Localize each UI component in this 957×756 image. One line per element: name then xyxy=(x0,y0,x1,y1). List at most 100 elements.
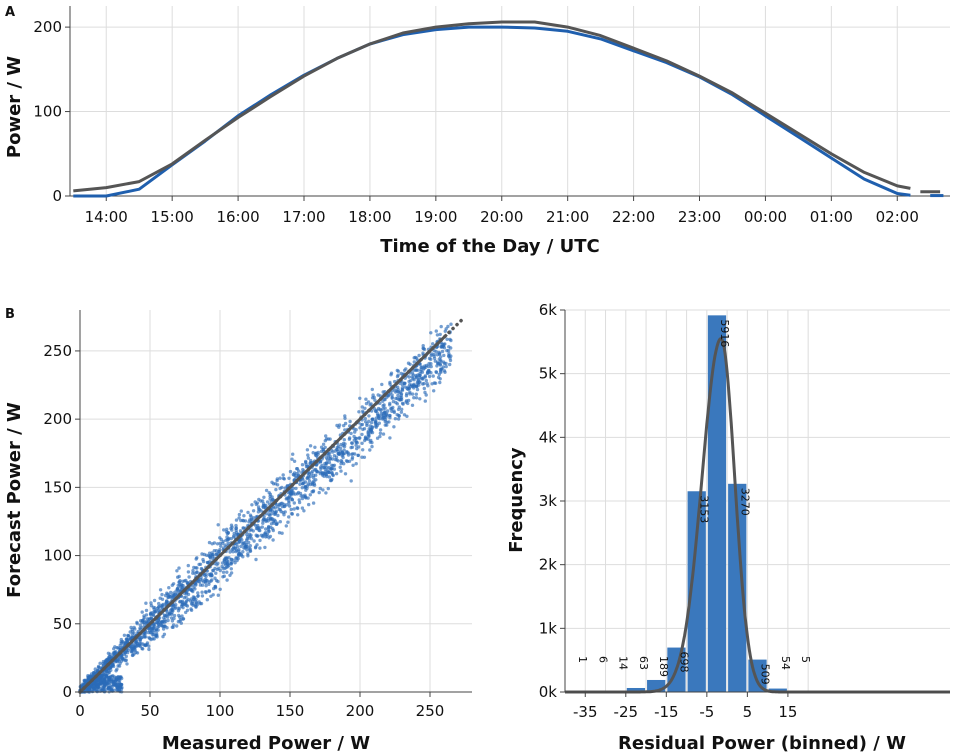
scatter-point xyxy=(331,464,335,468)
scatter-point xyxy=(145,641,150,645)
scatter-point xyxy=(205,560,210,565)
scatter-point xyxy=(439,355,443,359)
scatter-point xyxy=(258,546,262,550)
scatter-point xyxy=(395,413,399,417)
scatter-point xyxy=(192,585,196,589)
x-tick-label: -15 xyxy=(654,703,679,721)
scatter-point xyxy=(424,393,428,397)
histogram-bar xyxy=(687,491,706,692)
scatter-point xyxy=(217,566,221,570)
scatter-point xyxy=(151,612,155,617)
scatter-point xyxy=(227,556,231,560)
scatter-point xyxy=(399,397,404,402)
panel-label: A xyxy=(5,5,15,20)
scatter-point xyxy=(385,412,389,416)
scatter-point xyxy=(211,593,215,597)
bar-value-label: 54 xyxy=(779,656,792,670)
scatter-point xyxy=(324,463,328,467)
scatter-point xyxy=(244,542,249,547)
scatter-point xyxy=(313,468,317,472)
scatter-point xyxy=(260,499,265,503)
y-axis-title: Frequency xyxy=(506,447,527,553)
scatter-point xyxy=(125,650,130,655)
scatter-point xyxy=(175,569,179,573)
histogram-bar xyxy=(768,688,787,692)
scatter-point xyxy=(220,561,225,565)
scatter-point xyxy=(291,472,295,477)
scatter-point xyxy=(332,467,337,471)
scatter-point xyxy=(235,545,240,549)
scatter-point xyxy=(117,664,122,668)
scatter-point xyxy=(239,544,243,549)
scatter-point xyxy=(288,490,292,494)
scatter-point xyxy=(435,333,440,337)
scatter-point xyxy=(415,380,420,385)
scatter-point xyxy=(325,466,329,470)
scatter-point xyxy=(303,493,307,497)
scatter-point xyxy=(288,469,293,474)
x-tick-label: -25 xyxy=(614,703,639,721)
scatter-point xyxy=(271,527,275,531)
scatter-point xyxy=(248,513,253,517)
scatter-point xyxy=(330,471,334,475)
scatter-point xyxy=(160,592,164,597)
scatter-point xyxy=(265,500,270,504)
scatter-point xyxy=(367,433,371,438)
scatter-point xyxy=(374,416,378,420)
scatter-point xyxy=(97,676,101,680)
scatter-point xyxy=(330,457,335,461)
scatter-point xyxy=(236,556,240,561)
scatter-point xyxy=(343,421,348,426)
scatter-point xyxy=(373,398,377,402)
scatter-point xyxy=(161,634,165,639)
scatter-point xyxy=(182,602,187,606)
scatter-point xyxy=(326,486,330,491)
scatter-point xyxy=(117,683,121,687)
scatter-point xyxy=(444,364,448,369)
scatter-point xyxy=(343,428,347,432)
scatter-point xyxy=(132,652,136,656)
scatter-point xyxy=(321,442,326,446)
scatter-point xyxy=(211,568,216,573)
bar-value-label: 5916 xyxy=(718,319,731,347)
scatter-point xyxy=(360,405,364,409)
scatter-point xyxy=(308,493,312,497)
scatter-point xyxy=(364,401,369,406)
scatter-point xyxy=(181,617,186,621)
scatter-point xyxy=(117,659,121,663)
scatter-point xyxy=(262,532,267,536)
scatter-point xyxy=(267,524,271,529)
scatter-point xyxy=(296,506,300,511)
scatter-point xyxy=(335,447,339,451)
scatter-point xyxy=(300,506,305,510)
scatter-point xyxy=(178,619,182,623)
scatter-point xyxy=(152,637,156,641)
scatter-point xyxy=(381,404,385,408)
scatter-point xyxy=(403,381,407,385)
scatter-point xyxy=(444,327,448,331)
scatter-point xyxy=(387,414,392,418)
scatter-point xyxy=(360,441,364,445)
scatter-point xyxy=(419,365,423,369)
y-tick-label: 100 xyxy=(43,547,72,565)
scatter-point xyxy=(213,576,217,580)
scatter-point xyxy=(219,544,223,548)
scatter-point xyxy=(92,684,97,688)
scatter-point xyxy=(159,622,163,626)
scatter-point xyxy=(357,410,361,414)
bar-value-label: 189 xyxy=(657,656,670,677)
scatter-point xyxy=(278,486,282,491)
scatter-point xyxy=(432,356,437,361)
scatter-point xyxy=(421,344,425,348)
scatter-point xyxy=(392,425,396,429)
scatter-point xyxy=(313,445,317,449)
x-tick-label: 5 xyxy=(743,703,753,721)
scatter-point xyxy=(336,459,340,463)
scatter-point xyxy=(138,623,142,627)
scatter-point xyxy=(215,563,219,567)
scatter-point xyxy=(149,601,153,605)
scatter-point xyxy=(151,632,156,636)
scatter-point xyxy=(425,382,429,386)
scatter-point xyxy=(350,457,354,461)
scatter-point xyxy=(223,543,227,547)
